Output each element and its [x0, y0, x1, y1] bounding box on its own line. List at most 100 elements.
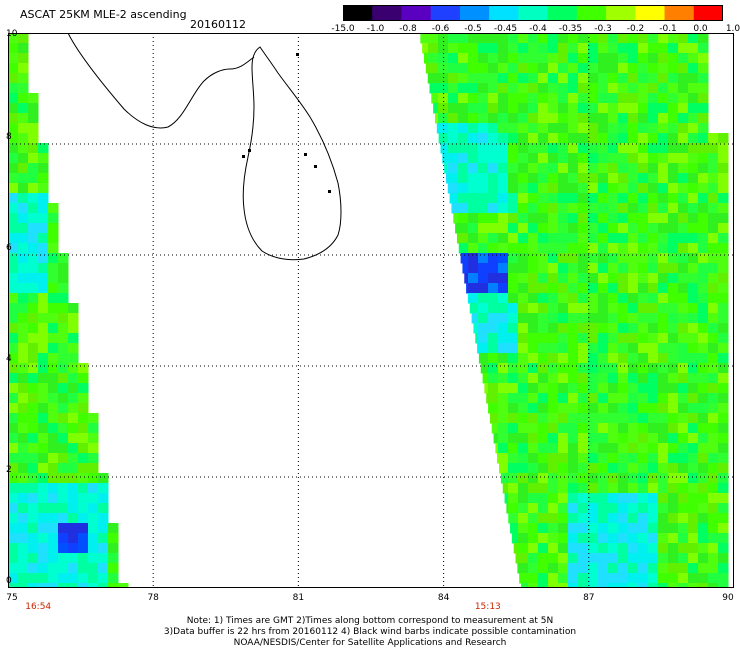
- swath-pixel: [638, 473, 649, 484]
- latitude-label: 4: [6, 354, 12, 364]
- swath-pixel: [588, 403, 599, 414]
- swath-pixel: [498, 373, 509, 384]
- swath-pixel: [598, 523, 609, 534]
- swath-pixel: [68, 483, 79, 494]
- swath-pixel: [698, 243, 709, 254]
- swath-pixel: [528, 143, 539, 154]
- swath-pixel: [598, 193, 609, 204]
- swath-pixel: [548, 63, 559, 74]
- swath-pixel: [548, 443, 559, 454]
- swath-pixel: [28, 473, 39, 484]
- swath-pixel: [708, 173, 719, 184]
- swath-pixel: [478, 33, 489, 44]
- swath-pixel: [18, 283, 29, 294]
- swath-pixel: [18, 83, 29, 94]
- swath-pixel: [688, 33, 699, 44]
- swath-pixel: [678, 153, 689, 164]
- swath-pixel: [668, 233, 679, 244]
- swath-pixel: [598, 583, 609, 588]
- swath-pixel: [648, 83, 659, 94]
- swath-pixel: [718, 243, 729, 254]
- swath-pixel: [528, 533, 539, 544]
- swath-pixel: [58, 483, 69, 494]
- swath-pixel: [628, 573, 639, 584]
- swath-pixel: [48, 583, 59, 588]
- swath-pixel: [28, 383, 39, 394]
- swath-pixel: [678, 193, 689, 204]
- swath-pixel: [658, 223, 669, 234]
- swath-pixel: [458, 113, 469, 124]
- swath-pixel: [578, 383, 589, 394]
- swath-pixel: [48, 483, 59, 494]
- swath-pixel: [98, 523, 109, 534]
- swath-pixel: [618, 143, 629, 154]
- swath-pixel: [451, 203, 462, 214]
- swath-pixel: [558, 363, 569, 374]
- swath-pixel: [558, 393, 569, 404]
- swath-pixel: [8, 283, 19, 294]
- swath-pixel: [628, 383, 639, 394]
- swath-pixel: [568, 383, 579, 394]
- swath-pixel: [538, 123, 549, 134]
- swath-pixel: [548, 273, 559, 284]
- swath-pixel: [678, 303, 689, 314]
- swath-pixel: [558, 253, 569, 264]
- swath-pixel: [488, 283, 499, 294]
- swath-pixel: [498, 123, 509, 134]
- swath-pixel: [448, 83, 459, 94]
- swath-pixel: [638, 33, 649, 44]
- swath-pixel: [468, 153, 479, 164]
- swath-pixel: [578, 503, 589, 514]
- swath-pixel: [498, 153, 509, 164]
- swath-pixel: [38, 333, 49, 344]
- swath-pixel: [8, 93, 19, 104]
- swath-pixel: [688, 153, 699, 164]
- swath-pixel: [668, 73, 679, 84]
- swath-pixel: [698, 73, 709, 84]
- swath-pixel: [588, 333, 599, 344]
- swath-pixel: [58, 313, 69, 324]
- swath-pixel: [548, 163, 559, 174]
- swath-pixel: [458, 213, 469, 224]
- swath-pixel: [678, 403, 689, 414]
- swath-pixel: [528, 233, 539, 244]
- swath-pixel: [488, 133, 499, 144]
- swath-pixel: [568, 133, 579, 144]
- swath-pixel: [698, 233, 709, 244]
- swath-pixel: [608, 443, 619, 454]
- swath-pixel: [668, 223, 679, 234]
- swath-pixel: [598, 403, 609, 414]
- swath-pixel: [668, 213, 679, 224]
- swath-pixel: [498, 93, 509, 104]
- swath-pixel: [598, 33, 609, 44]
- swath-pixel: [638, 443, 649, 454]
- swath-pixel: [458, 73, 469, 84]
- swath-pixel: [718, 373, 729, 384]
- swath-pixel: [558, 523, 569, 534]
- swath-pixel: [511, 533, 523, 544]
- swath-pixel: [498, 143, 509, 154]
- swath-pixel: [618, 453, 629, 464]
- color-scale-swatch: [489, 5, 519, 21]
- swath-pixel: [18, 313, 29, 324]
- swath-pixel: [68, 423, 79, 434]
- color-scale-swatch: [606, 5, 636, 21]
- swath-pixel: [568, 583, 579, 588]
- swath-pixel: [78, 543, 89, 554]
- swath-pixel: [588, 173, 599, 184]
- swath-pixel: [498, 283, 509, 294]
- swath-pixel: [598, 263, 609, 274]
- swath-pixel: [478, 53, 489, 64]
- swath-pixel: [638, 213, 649, 224]
- swath-pixel: [48, 413, 59, 424]
- swath-pixel: [708, 413, 719, 424]
- swath-pixel: [98, 513, 109, 524]
- swath-pixel: [678, 393, 689, 404]
- swath-pixel: [58, 523, 69, 534]
- swath-pixel: [48, 243, 59, 254]
- swath-pixel: [618, 473, 629, 484]
- swath-pixel: [468, 243, 479, 254]
- swath-pixel: [462, 263, 473, 274]
- swath-pixel: [508, 223, 519, 234]
- swath-pixel: [528, 73, 539, 84]
